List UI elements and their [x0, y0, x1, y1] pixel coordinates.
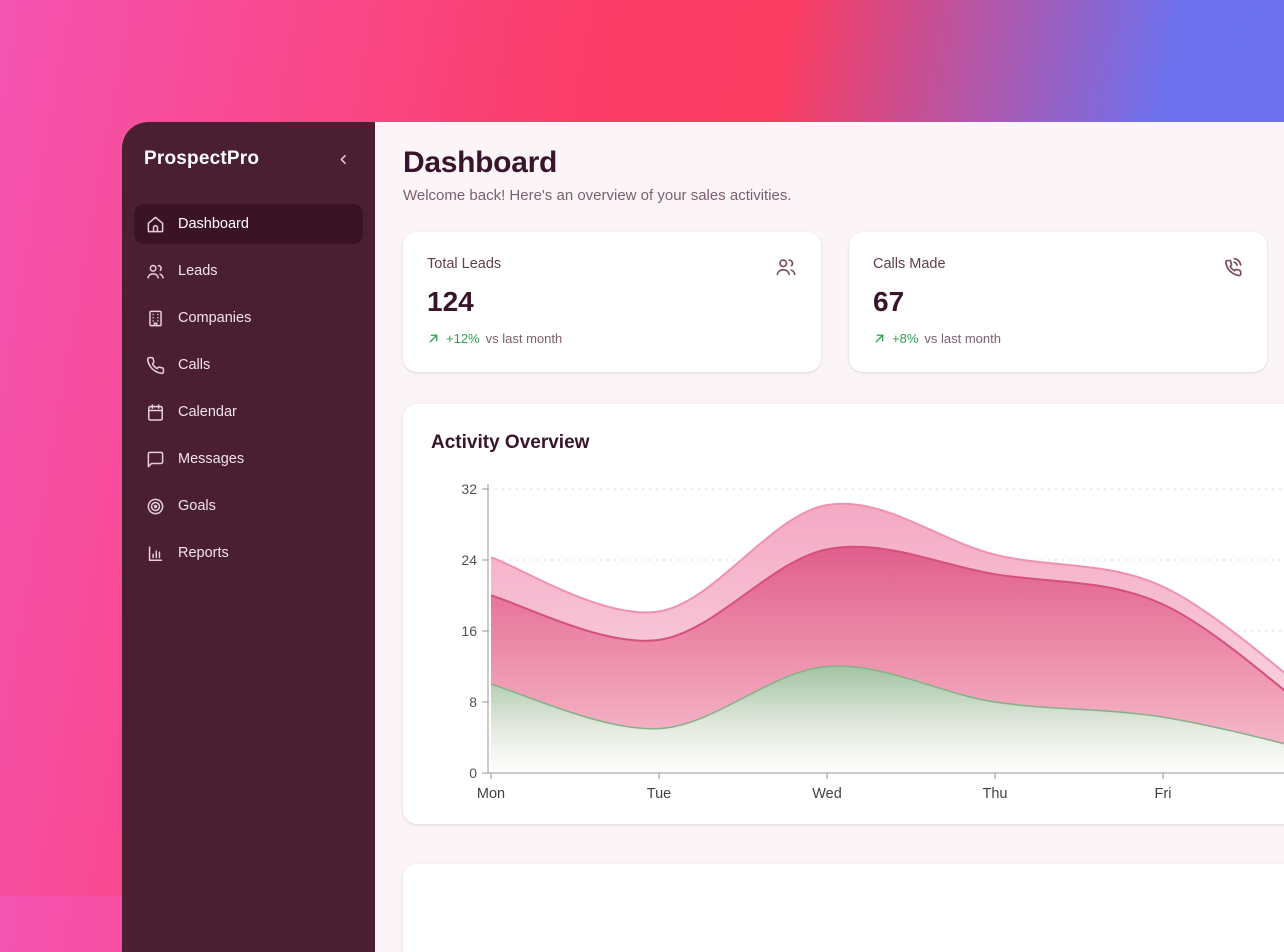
users-icon [146, 262, 165, 281]
building-icon [146, 309, 165, 328]
sidebar: ProspectPro Dashboard Leads Companies [122, 122, 375, 952]
page-subtitle: Welcome back! Here's an overview of your… [403, 187, 792, 204]
bottom-card [403, 864, 1284, 952]
sidebar-item-label: Companies [178, 310, 252, 326]
sidebar-item-dashboard[interactable]: Dashboard [134, 204, 363, 244]
users-icon [775, 256, 797, 278]
sidebar-item-calendar[interactable]: Calendar [134, 392, 363, 432]
svg-text:Fri: Fri [1155, 786, 1172, 802]
phone-call-icon [1221, 256, 1243, 278]
message-square-icon [146, 450, 165, 469]
stat-card-calls-made: Calls Made 67 +8% vs last month [849, 232, 1267, 372]
stat-value: 124 [427, 286, 474, 317]
sidebar-item-label: Calls [178, 357, 211, 373]
svg-text:Tue: Tue [647, 786, 671, 802]
trend-up-arrow-icon [873, 332, 886, 345]
chevron-left-icon [336, 152, 351, 167]
trend-up-arrow-icon [427, 332, 440, 345]
svg-text:16: 16 [461, 623, 477, 639]
app-window: ProspectPro Dashboard Leads Companies [122, 122, 1284, 952]
activity-chart: 08162432MonTueWedThuFriSat [461, 481, 1284, 802]
sidebar-item-label: Dashboard [178, 216, 249, 232]
sidebar-header: ProspectPro [134, 148, 363, 170]
activity-overview-card: Activity Overview 0 8 16 24 32 Mon Tue Wed Thu Fr… [403, 404, 1284, 824]
chart-title: Activity Overview [431, 432, 590, 453]
trend-suffix: vs last month [924, 331, 1001, 346]
svg-text:24: 24 [461, 552, 477, 568]
stat-label: Calls Made [873, 256, 946, 272]
main-content: Dashboard Welcome back! Here's an overvi… [375, 122, 1284, 952]
stats-row: Total Leads 124 +12% vs last month Calls… [403, 232, 1284, 372]
sidebar-collapse-button[interactable] [334, 150, 353, 169]
sidebar-item-label: Reports [178, 545, 229, 561]
sidebar-item-messages[interactable]: Messages [134, 439, 363, 479]
sidebar-item-label: Leads [178, 263, 218, 279]
sidebar-item-goals[interactable]: Goals [134, 486, 363, 526]
home-icon [146, 215, 165, 234]
svg-text:Thu: Thu [983, 786, 1008, 802]
trend-percent: +12% [446, 331, 480, 346]
phone-icon [146, 356, 165, 375]
sidebar-item-label: Calendar [178, 404, 237, 420]
svg-text:Wed: Wed [812, 786, 842, 802]
stat-card-total-leads: Total Leads 124 +12% vs last month [403, 232, 821, 372]
page-title: Dashboard [403, 146, 557, 179]
sidebar-item-leads[interactable]: Leads [134, 251, 363, 291]
stat-label: Total Leads [427, 256, 502, 272]
stat-value: 67 [873, 286, 905, 317]
sidebar-item-reports[interactable]: Reports [134, 533, 363, 573]
svg-text:32: 32 [461, 481, 477, 497]
sidebar-item-label: Messages [178, 451, 245, 467]
trend-percent: +8% [892, 331, 919, 346]
svg-text:8: 8 [469, 694, 477, 710]
sidebar-item-companies[interactable]: Companies [134, 298, 363, 338]
sidebar-nav: Dashboard Leads Companies Calls Calendar… [134, 204, 363, 573]
svg-text:0: 0 [469, 765, 477, 781]
sidebar-item-calls[interactable]: Calls [134, 345, 363, 385]
app-logo-title: ProspectPro [144, 148, 260, 169]
svg-text:Mon: Mon [477, 786, 505, 802]
sidebar-item-label: Goals [178, 498, 216, 514]
bar-chart-icon [146, 544, 165, 563]
calendar-icon [146, 403, 165, 422]
trend-suffix: vs last month [485, 331, 563, 346]
target-icon [146, 497, 165, 516]
